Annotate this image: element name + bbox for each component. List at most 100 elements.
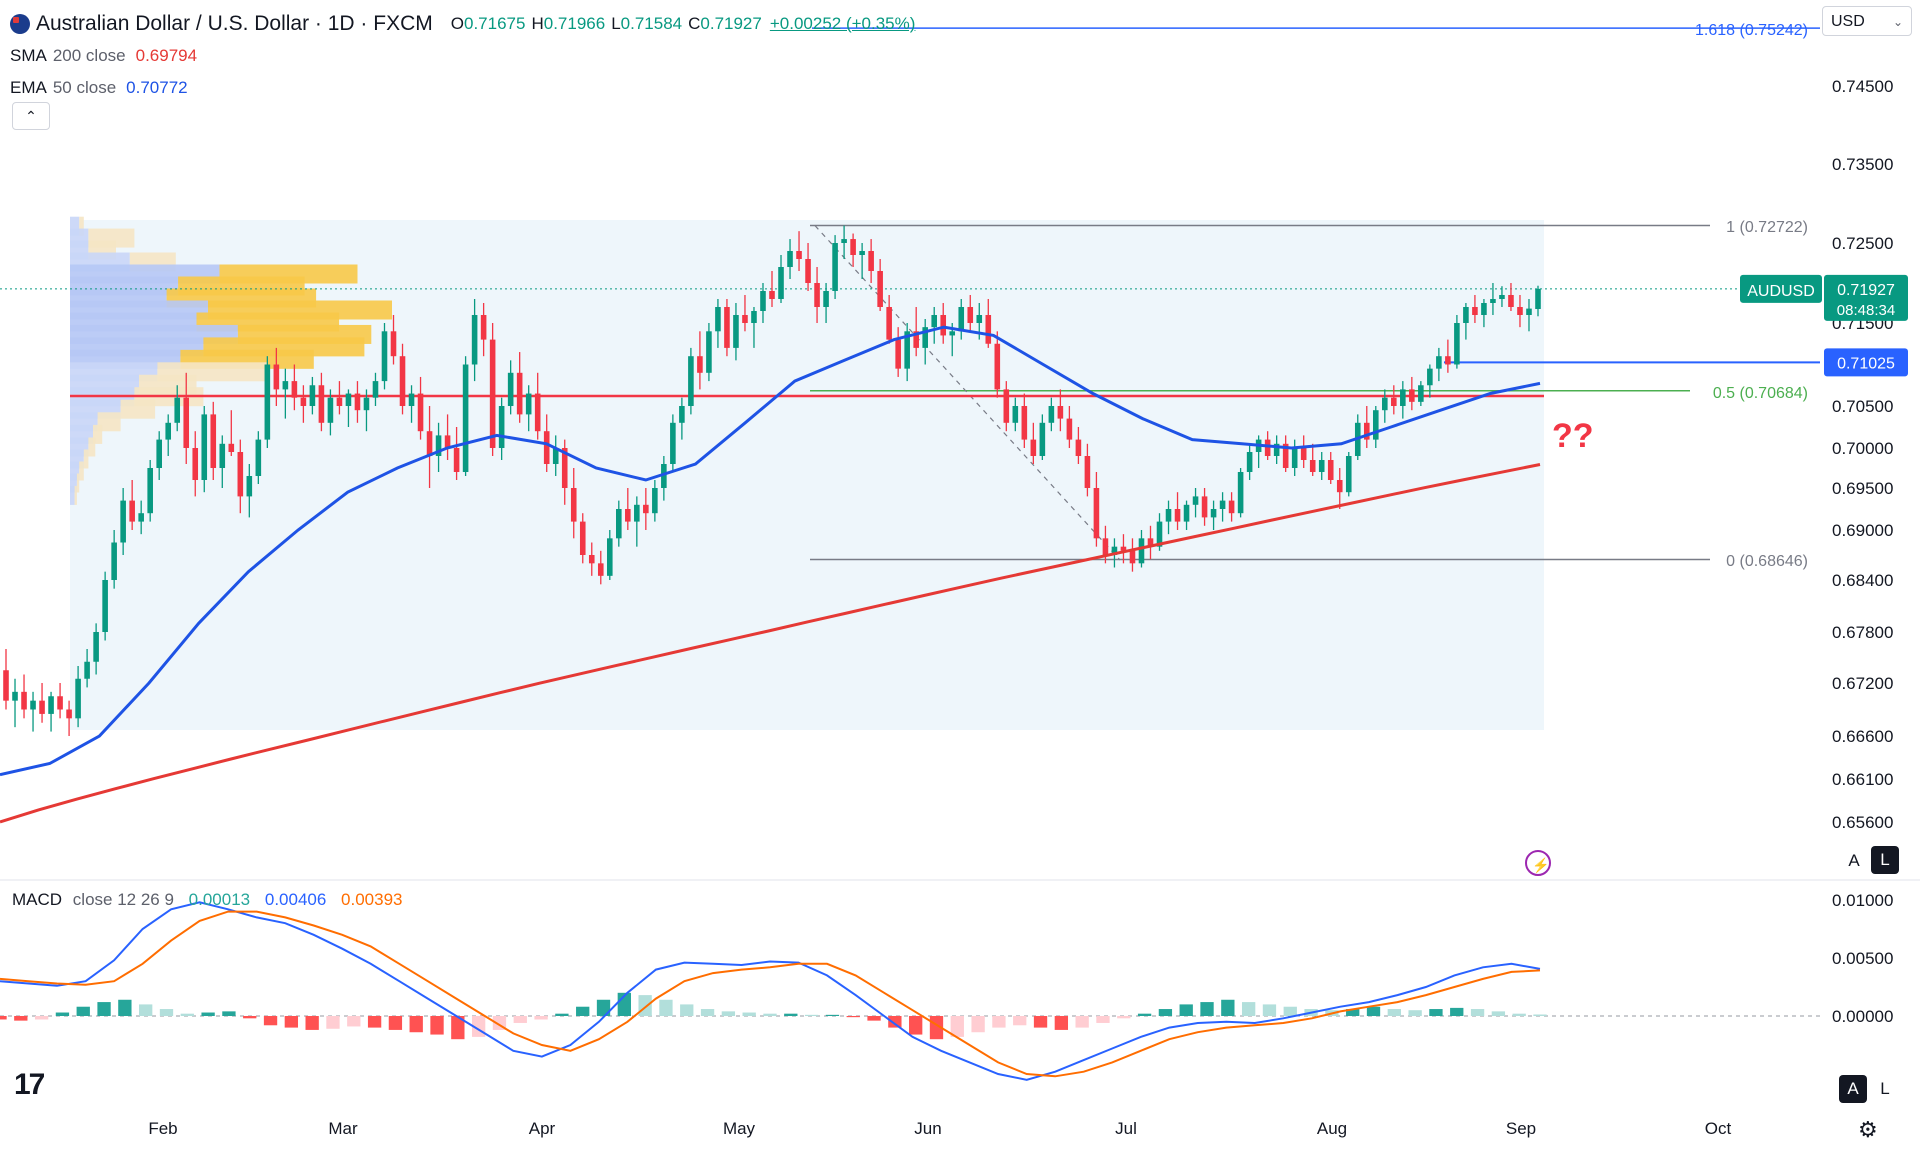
candle-body: [1156, 521, 1163, 547]
candle-body: [958, 307, 965, 332]
macd-histogram-bar: [804, 1014, 819, 1016]
candle-body: [192, 448, 199, 480]
symbol-badge: [1740, 274, 1822, 303]
candle-body: [1039, 422, 1046, 456]
candle-body: [444, 435, 451, 448]
candle-body: [561, 448, 568, 488]
candle-body: [1418, 385, 1424, 402]
collapse-legend-button[interactable]: ⌃: [12, 102, 50, 130]
macd-histogram-bar: [118, 999, 132, 1016]
candle-body: [1021, 406, 1028, 440]
candle-body: [1391, 397, 1397, 406]
macd-histogram-bar: [1450, 1007, 1464, 1016]
candle-body: [210, 414, 217, 468]
candle-body: [75, 678, 81, 719]
fib-1618-label: 1.618 (0.75242): [1695, 22, 1808, 39]
candle-body: [120, 500, 126, 543]
candle-body: [769, 291, 775, 299]
candle-body: [1048, 406, 1055, 423]
price-tick-label: 0.72500: [1832, 234, 1893, 253]
candle-body: [1382, 397, 1388, 411]
candle-body: [1030, 439, 1037, 456]
macd-histogram-bar: [1117, 1016, 1131, 1019]
macd-signal-value: 0.00393: [341, 890, 403, 909]
macd-name: MACD: [12, 890, 63, 909]
candle-body: [327, 397, 334, 423]
candle-body: [1454, 323, 1460, 365]
candle-body: [616, 509, 622, 539]
price-badges: AUDUSD 0.71927 08:48:34 0.71025: [1740, 274, 1908, 377]
candle-body: [1427, 368, 1433, 386]
candle-body: [201, 414, 208, 480]
macd-histogram-bar: [1137, 1013, 1152, 1016]
price-tick-label: 0.66600: [1832, 727, 1893, 746]
macd-legend[interactable]: MACD close 12 26 9 0.00013 0.00406 0.003…: [12, 890, 403, 910]
candle-body: [174, 397, 181, 423]
auto-scale-button[interactable]: A: [1839, 846, 1869, 876]
price-tick-label: 0.69000: [1832, 521, 1893, 540]
macd-histogram-bar: [555, 1013, 569, 1016]
candle-body: [787, 251, 793, 267]
candle-body: [1201, 496, 1208, 518]
candle-body: [796, 251, 802, 259]
candle-body: [363, 397, 370, 411]
macd-histogram-bar: [222, 1011, 236, 1016]
candle-body: [922, 327, 928, 348]
macd-histogram-bar: [388, 1016, 403, 1030]
ema-50-line: [0, 325, 1541, 777]
last-price-badge: [1824, 274, 1908, 321]
candle-body: [850, 239, 856, 255]
open-value: 0.71675: [464, 14, 526, 33]
macd-log-scale-button[interactable]: L: [1880, 1079, 1890, 1098]
candle-body: [3, 670, 9, 701]
symbol-title[interactable]: Australian Dollar / U.S. Dollar · 1D · F…: [36, 12, 433, 35]
macd-histogram-bar: [1241, 1002, 1256, 1016]
macd-param: close 12 26 9: [72, 890, 174, 909]
macd-histogram-bar: [784, 1013, 798, 1016]
candle-body: [309, 385, 316, 406]
macd-histogram-bar: [243, 1016, 257, 1019]
time-axis[interactable]: Feb Mar Apr May Jun Jul Aug Sep Oct: [148, 1119, 1731, 1138]
candle-body: [1192, 496, 1199, 505]
candle-body: [21, 691, 27, 710]
candle-body: [147, 468, 153, 514]
price-tick-label: 0.70000: [1832, 439, 1893, 458]
macd-histogram-bar: [97, 1002, 111, 1016]
hline-price-label: 0.71025: [1837, 355, 1895, 372]
tradingview-logo[interactable]: 17: [14, 1068, 45, 1101]
macd-histogram-bar: [992, 1016, 1006, 1028]
macd-histogram-bar: [326, 1016, 340, 1029]
candle-body: [1291, 448, 1298, 468]
fib-1-label: 1 (0.72722): [1726, 219, 1808, 236]
log-scale-button[interactable]: L: [1871, 846, 1899, 874]
macd-histogram-bar: [513, 1016, 527, 1023]
macd-histogram-bar: [1221, 999, 1235, 1016]
candle-body: [426, 431, 433, 456]
macd-auto-scale-button[interactable]: A: [1839, 1075, 1867, 1103]
macd-histogram-bar: [1491, 1011, 1506, 1016]
macd-histogram-bar: [367, 1016, 382, 1028]
ema-legend-row[interactable]: EMA 50 close 0.70772: [10, 72, 915, 104]
candle-body: [255, 439, 262, 476]
candle-body: [111, 542, 117, 580]
lightning-glyph: ⚡: [1532, 857, 1549, 874]
sma-value: 0.69794: [135, 46, 198, 65]
price-axis[interactable]: 0.745000.735000.725000.715000.705000.700…: [1525, 77, 1893, 1142]
candle-body: [516, 372, 523, 415]
candle-body: [1463, 307, 1469, 323]
candle-body: [48, 696, 54, 714]
candle-body: [408, 393, 415, 406]
macd-histogram-bar: [14, 1016, 28, 1021]
macd-histogram-bar: [1054, 1016, 1069, 1030]
symbol-row[interactable]: Australian Dollar / U.S. Dollar · 1D · F…: [10, 8, 915, 40]
candle-body: [1138, 538, 1145, 564]
volume-profile-down-bar: [88, 437, 96, 457]
candle-body: [1183, 504, 1190, 522]
currency-select[interactable]: USD ⌄: [1822, 6, 1912, 36]
candle-body: [841, 239, 847, 243]
candle-body: [1273, 443, 1280, 456]
candle-body: [913, 331, 919, 348]
candle-body: [66, 709, 72, 719]
sma-legend-row[interactable]: SMA 200 close 0.69794: [10, 40, 915, 72]
